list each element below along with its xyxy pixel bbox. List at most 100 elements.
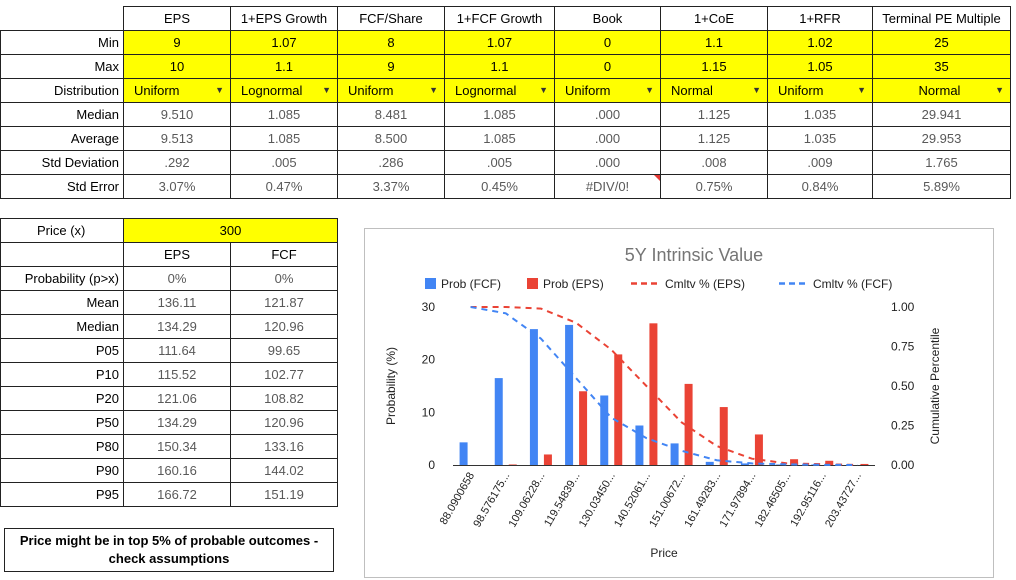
price-input[interactable]: 300 (123, 218, 338, 243)
min-cell[interactable]: 1.02 (767, 30, 873, 55)
min-cell[interactable]: 1.07 (444, 30, 555, 55)
stat-eps[interactable]: 0% (123, 266, 231, 291)
max-cell[interactable]: 1.05 (767, 54, 873, 79)
stat-eps[interactable]: 134.29 (123, 314, 231, 339)
distribution-dropdown[interactable]: Normal ▼ (872, 78, 1011, 103)
distribution-dropdown[interactable]: Uniform ▼ (337, 78, 445, 103)
max-cell[interactable]: 1.1 (230, 54, 338, 79)
dropdown-arrow-icon[interactable]: ▼ (539, 85, 548, 95)
std-dev-cell[interactable]: 1.765 (872, 150, 1011, 175)
stat-label[interactable]: P95 (0, 482, 124, 507)
stat-label[interactable]: P05 (0, 338, 124, 363)
intrinsic-value-chart[interactable]: 5Y Intrinsic Value Prob (FCF) Prob (EPS) Cm… (364, 228, 994, 578)
std-err-cell[interactable]: 0.47% (230, 174, 338, 199)
stat-label[interactable]: Median (0, 314, 124, 339)
distribution-dropdown[interactable]: Uniform ▼ (123, 78, 231, 103)
distribution-dropdown[interactable]: Lognormal ▼ (230, 78, 338, 103)
std-err-cell[interactable]: 0.84% (767, 174, 873, 199)
col-header-terminal-pe[interactable]: Terminal PE Multiple (872, 6, 1011, 31)
stat-fcf[interactable]: 144.02 (230, 458, 338, 483)
col-header-eps[interactable]: EPS (123, 242, 231, 267)
stat-fcf[interactable]: 121.87 (230, 290, 338, 315)
stat-fcf[interactable]: 99.65 (230, 338, 338, 363)
median-cell[interactable]: 29.941 (872, 102, 1011, 127)
col-header-fcf-share[interactable]: FCF/Share (337, 6, 445, 31)
min-cell[interactable]: 8 (337, 30, 445, 55)
max-cell[interactable]: 9 (337, 54, 445, 79)
max-cell[interactable]: 35 (872, 54, 1011, 79)
average-cell[interactable]: 1.125 (660, 126, 768, 151)
distribution-dropdown[interactable]: Uniform ▼ (554, 78, 661, 103)
row-label-distribution[interactable]: Distribution (0, 78, 124, 103)
dropdown-arrow-icon[interactable]: ▼ (857, 85, 866, 95)
std-err-cell[interactable]: 3.07% (123, 174, 231, 199)
row-label-min[interactable]: Min (0, 30, 124, 55)
stat-fcf[interactable]: 133.16 (230, 434, 338, 459)
stat-label[interactable]: Mean (0, 290, 124, 315)
col-header-book[interactable]: Book (554, 6, 661, 31)
median-cell[interactable]: 1.085 (444, 102, 555, 127)
dropdown-arrow-icon[interactable]: ▼ (322, 85, 331, 95)
warning-note[interactable]: Price might be in top 5% of probable out… (4, 528, 334, 572)
median-cell[interactable]: 8.481 (337, 102, 445, 127)
distribution-dropdown[interactable]: Normal ▼ (660, 78, 768, 103)
row-label-std-err[interactable]: Std Error (0, 174, 124, 199)
min-cell[interactable]: 1.1 (660, 30, 768, 55)
median-cell[interactable]: 1.085 (230, 102, 338, 127)
col-header-coe[interactable]: 1+CoE (660, 6, 768, 31)
distribution-dropdown[interactable]: Uniform ▼ (767, 78, 873, 103)
average-cell[interactable]: 8.500 (337, 126, 445, 151)
min-cell[interactable]: 1.07 (230, 30, 338, 55)
stat-fcf[interactable]: 120.96 (230, 410, 338, 435)
dropdown-arrow-icon[interactable]: ▼ (995, 85, 1004, 95)
stat-eps[interactable]: 160.16 (123, 458, 231, 483)
min-cell[interactable]: 0 (554, 30, 661, 55)
stat-label[interactable]: P90 (0, 458, 124, 483)
average-cell[interactable]: 1.085 (230, 126, 338, 151)
row-label-std-dev[interactable]: Std Deviation (0, 150, 124, 175)
stat-fcf[interactable]: 102.77 (230, 362, 338, 387)
average-cell[interactable]: .000 (554, 126, 661, 151)
stat-label[interactable]: P20 (0, 386, 124, 411)
col-header-fcf-growth[interactable]: 1+FCF Growth (444, 6, 555, 31)
std-dev-cell[interactable]: .008 (660, 150, 768, 175)
col-header-eps-growth[interactable]: 1+EPS Growth (230, 6, 338, 31)
median-cell[interactable]: 9.510 (123, 102, 231, 127)
stat-eps[interactable]: 121.06 (123, 386, 231, 411)
std-dev-cell[interactable]: .292 (123, 150, 231, 175)
std-err-cell[interactable]: 3.37% (337, 174, 445, 199)
stat-fcf[interactable]: 151.19 (230, 482, 338, 507)
col-header-eps[interactable]: EPS (123, 6, 231, 31)
stat-eps[interactable]: 166.72 (123, 482, 231, 507)
median-cell[interactable]: 1.125 (660, 102, 768, 127)
average-cell[interactable]: 1.085 (444, 126, 555, 151)
average-cell[interactable]: 9.513 (123, 126, 231, 151)
row-label-average[interactable]: Average (0, 126, 124, 151)
std-err-cell-error[interactable]: #DIV/0! (554, 174, 661, 199)
std-err-cell[interactable]: 0.45% (444, 174, 555, 199)
row-label-median[interactable]: Median (0, 102, 124, 127)
std-err-cell[interactable]: 0.75% (660, 174, 768, 199)
dropdown-arrow-icon[interactable]: ▼ (429, 85, 438, 95)
price-label[interactable]: Price (x) (0, 218, 124, 243)
median-cell[interactable]: 1.035 (767, 102, 873, 127)
std-err-cell[interactable]: 5.89% (872, 174, 1011, 199)
col-header-fcf[interactable]: FCF (230, 242, 338, 267)
stat-eps[interactable]: 115.52 (123, 362, 231, 387)
stat-label[interactable]: Probability (p>x) (0, 266, 124, 291)
max-cell[interactable]: 1.15 (660, 54, 768, 79)
stat-label[interactable]: P10 (0, 362, 124, 387)
max-cell[interactable]: 10 (123, 54, 231, 79)
stat-label[interactable]: P80 (0, 434, 124, 459)
stat-eps[interactable]: 134.29 (123, 410, 231, 435)
std-dev-cell[interactable]: .286 (337, 150, 445, 175)
median-cell[interactable]: .000 (554, 102, 661, 127)
max-cell[interactable]: 0 (554, 54, 661, 79)
std-dev-cell[interactable]: .009 (767, 150, 873, 175)
blank-cell[interactable] (0, 242, 124, 267)
stat-eps[interactable]: 111.64 (123, 338, 231, 363)
stat-fcf[interactable]: 0% (230, 266, 338, 291)
dropdown-arrow-icon[interactable]: ▼ (215, 85, 224, 95)
dropdown-arrow-icon[interactable]: ▼ (645, 85, 654, 95)
stat-eps[interactable]: 150.34 (123, 434, 231, 459)
